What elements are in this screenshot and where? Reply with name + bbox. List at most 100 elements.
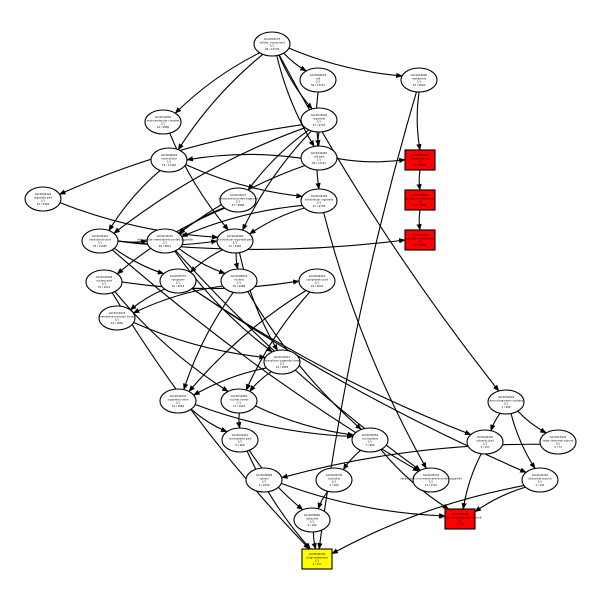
node-label-line: GO:0044445 [477,435,494,439]
node-label-line: organelle [313,116,326,120]
node-label-line: 2 / 402 [329,483,338,487]
edge-n6-n12 [108,169,161,232]
node-label-line: GO:0044422 [35,192,52,196]
node-label-line: cytosolic large ribosomal subunit [439,515,482,519]
node-ellipse [539,429,577,455]
node-label-line: 1/1 [317,120,322,124]
node-label-line: GO:0005829 [256,473,273,477]
edge-n22-n24 [249,371,272,392]
node-ellipse [150,147,188,173]
node-ellipse [253,31,291,57]
node-label-line: 13 / 1643 [233,404,246,408]
node-ellipse [159,268,197,294]
node-ellipse [216,228,254,254]
node-label-line: 56 / 13178 [265,47,279,51]
node-label-line: 7 / 806 [365,443,374,447]
node-label-line: 14 / 1863 [172,404,185,408]
node-label-line: 1/1 [458,519,463,523]
node-label-line: GO:0070013 [274,355,291,359]
edge-n32-n35 [281,443,541,479]
node-label-line: GO:0000139 [309,552,326,556]
node-label-line: GO:0016021 [412,193,429,197]
node-label-line: GO:0005654 [362,433,379,437]
node-label-line: 1/1 [161,122,166,126]
edge-n16-n19 [233,252,239,270]
edge-n8-n13 [416,169,422,191]
edge-n29-n32 [517,410,547,434]
node-label-line: 56 / 13151 [311,83,325,87]
node-label-line: 31 / 5405 [229,244,242,248]
node-label-line: cytoplasmic part [306,277,328,281]
edge-n9-n34 [323,212,427,469]
node-label-line: macromolecular complex [147,118,180,122]
edge-n5-n12 [113,127,306,234]
node-label-line: 1/1 [317,158,322,162]
node-label-line: 3 / 1059 [259,483,270,487]
edge-n9-n16 [249,207,305,235]
node-label-line: nuclear lumen [230,397,249,401]
node-label-line: 1/1 [417,80,422,84]
edge-n17-n24 [114,291,229,392]
node-label-line: 34 / 3850 [414,203,427,207]
node-label-line: 30 / 4969 [233,284,246,288]
node-label-line: GO:0043226 [311,113,328,117]
node-ellipse [300,188,338,214]
node-label-line: intracellular [161,156,177,160]
node-rect [404,149,436,171]
edge-n26-n30 [380,449,450,510]
node-label-line: GO:0044444 [309,274,326,278]
edge-n16-n18 [189,249,223,273]
node-label-line: GO:0005840 [304,513,321,517]
node-label-line: GO:0032991 [155,115,172,119]
node-label-line: 1/1 [332,480,337,484]
node-ellipse [298,268,336,294]
node-label-line: ribosome [306,516,318,520]
node-label-line: GO:0044451 [232,433,249,437]
node-label-line: organelle part [34,195,52,199]
node-label-line: GO:0030529 [498,395,515,399]
node-label-line: 1/1 [418,240,423,244]
node-ellipse [220,268,258,294]
edge-n28-n36 [311,531,317,550]
edge-n1-n3 [288,47,403,79]
node-label-line: 1/1 [280,362,285,366]
node-ellipse [220,388,258,414]
edge-n5-n11 [247,129,310,191]
